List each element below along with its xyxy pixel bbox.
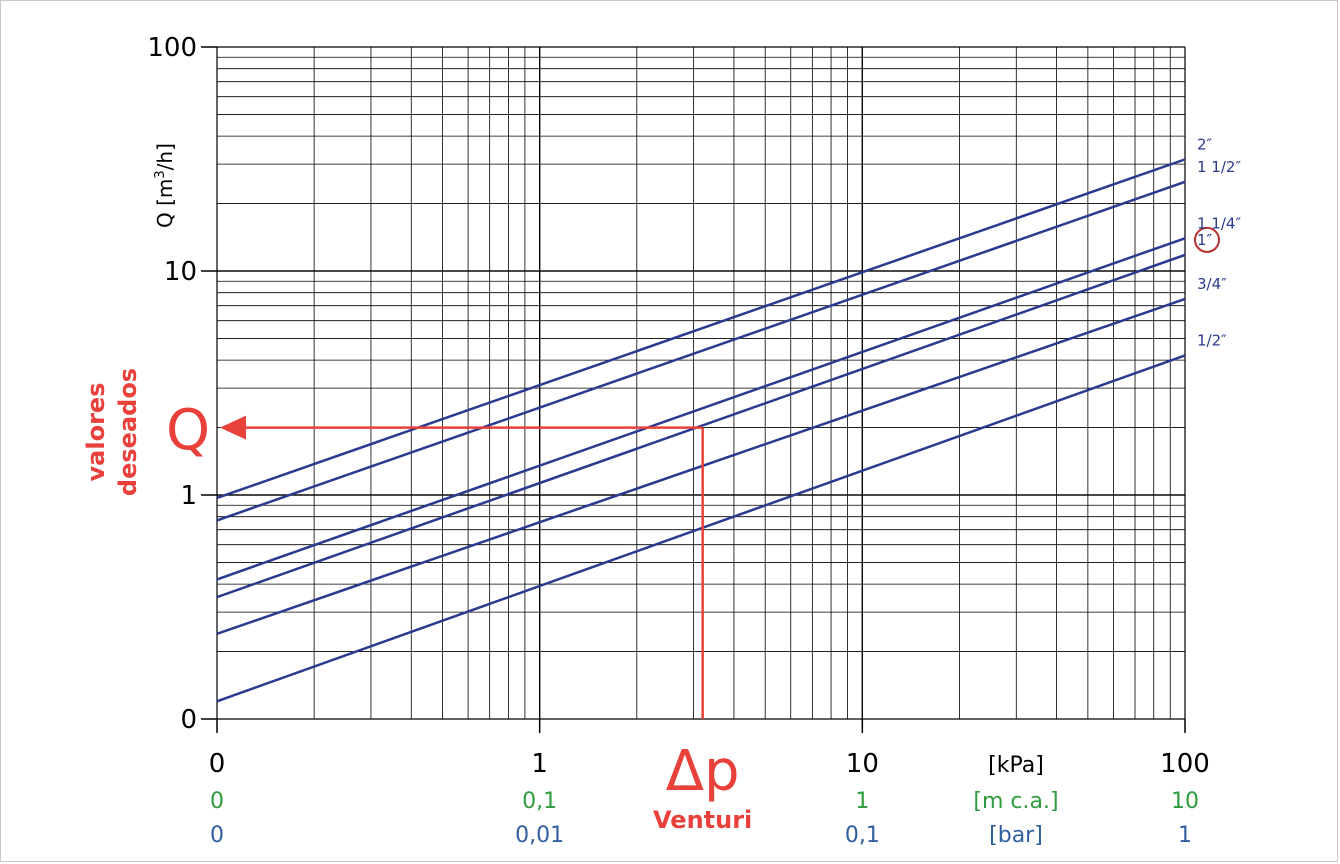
series-line [216, 180, 1186, 522]
x-tick-label: 1 [855, 789, 869, 814]
y-axis-label-sup: 3 [153, 170, 168, 178]
series-line [216, 297, 1186, 636]
y-axis-label-suffix: /h] [153, 143, 177, 170]
x-unit-label: [bar] [989, 823, 1043, 848]
y-tick-label: 1 [180, 481, 197, 511]
series-label: 3/4″ [1197, 275, 1227, 293]
y-axis-label: Q [m3/h] [153, 143, 177, 228]
series-label: 1 1/2″ [1197, 158, 1241, 176]
q-arrowhead [220, 415, 246, 440]
x-tick-label: 10 [846, 749, 879, 779]
x-tick-label: 10 [1171, 789, 1199, 814]
series-line [216, 237, 1186, 581]
grid [216, 46, 1186, 720]
x-tick-label: 0 [209, 749, 226, 779]
highlight-circle [1194, 226, 1220, 253]
y-axis-label-prefix: Q [m [153, 179, 177, 228]
venturi-label: Venturi [653, 806, 752, 834]
side-label-deseados: deseados [114, 368, 142, 496]
annotations [220, 226, 1220, 719]
series-line [216, 158, 1186, 500]
x-tick-label: 0 [210, 789, 224, 814]
series-label: 1/2″ [1197, 331, 1227, 349]
series-label: 1″ [1197, 231, 1213, 249]
y-tick-label: 0 [180, 705, 197, 735]
side-label-valores: valores [82, 383, 110, 482]
series-line [216, 354, 1186, 703]
x-tick-label: 0,1 [845, 823, 880, 848]
y-tick-label: 100 [147, 33, 197, 63]
x-tick-label: 100 [1160, 749, 1210, 779]
x-tick-label: 0,1 [522, 789, 557, 814]
series-line [216, 253, 1186, 599]
x-unit-label: [m c.a.] [973, 789, 1058, 814]
x-unit-label: [kPa] [988, 753, 1044, 778]
x-tick-label: 0,01 [515, 823, 564, 848]
delta-p-label: Δp [666, 739, 740, 804]
series-label: 2″ [1197, 135, 1213, 153]
x-tick-label: 1 [1178, 823, 1192, 848]
axes [201, 46, 1186, 733]
y-tick-label: 10 [164, 257, 197, 287]
x-tick-label: 0 [210, 823, 224, 848]
q-label: Q [166, 399, 210, 464]
series-lines [216, 158, 1186, 703]
x-tick-label: 1 [531, 749, 548, 779]
series-label: 1 1/4″ [1197, 214, 1241, 232]
